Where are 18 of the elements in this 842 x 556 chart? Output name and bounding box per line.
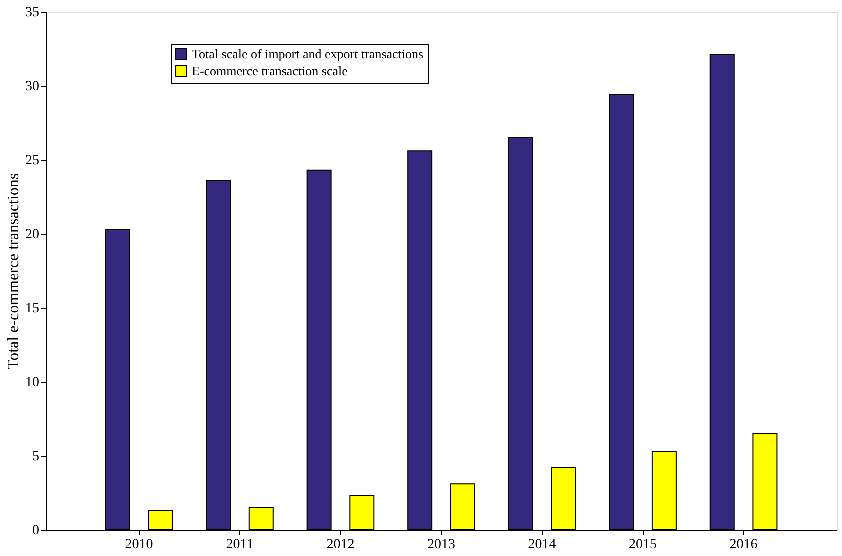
y-axis-title: Total e-commerce transactions xyxy=(6,173,22,370)
y-tick-label: 20 xyxy=(26,228,40,242)
legend-label: Total scale of import and export transactions xyxy=(192,46,424,62)
x-tick-label: 2010 xyxy=(125,538,154,552)
y-tick-label: 10 xyxy=(26,376,40,390)
legend-label: E-commerce transaction scale xyxy=(192,64,348,78)
y-tick-label: 15 xyxy=(26,302,40,316)
y-tick-label: 0 xyxy=(32,524,40,538)
y-tick-label: 25 xyxy=(26,154,40,168)
y-tick-label: 30 xyxy=(26,80,40,94)
x-tick-label: 2014 xyxy=(528,538,556,552)
y-tick-label: 35 xyxy=(26,6,40,20)
x-tick-label: 2013 xyxy=(428,538,456,552)
x-tick-label: 2012 xyxy=(326,538,355,552)
x-tick-label: 2015 xyxy=(629,538,658,552)
x-tick-label: 2011 xyxy=(226,538,254,552)
x-tick-label: 2016 xyxy=(730,538,758,552)
y-tick-label: 5 xyxy=(32,450,40,464)
